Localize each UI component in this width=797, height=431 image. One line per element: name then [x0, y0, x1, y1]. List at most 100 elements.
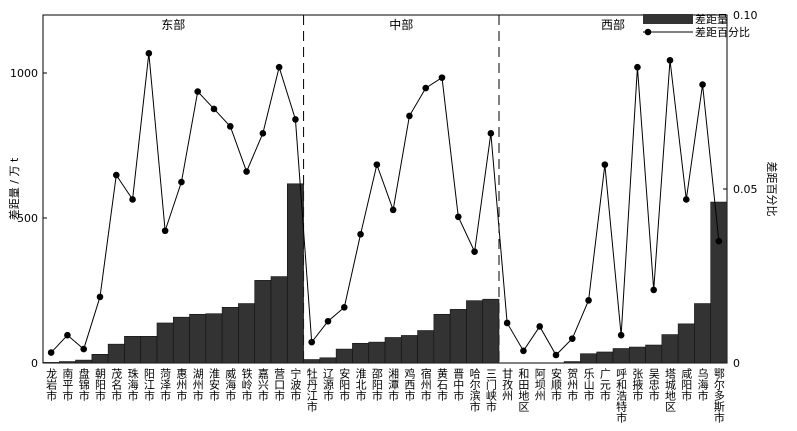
point [406, 112, 413, 120]
legend-swatch [644, 28, 652, 36]
region-label: 中部 [389, 17, 413, 32]
point [520, 347, 527, 355]
point [324, 317, 332, 325]
point [438, 74, 446, 81]
bar [205, 313, 223, 364]
x-tick-label: 广元市 [598, 368, 611, 402]
bar [612, 348, 630, 364]
bar [677, 323, 695, 364]
region-label: 西部 [601, 17, 625, 32]
point [145, 49, 153, 57]
bar [335, 348, 353, 364]
y-tick-label: 0 [31, 357, 38, 370]
point [340, 304, 348, 311]
point [47, 349, 55, 356]
bar [124, 336, 142, 364]
point [96, 293, 104, 301]
x-tick-label: 宁波市 [289, 367, 302, 402]
bar [628, 346, 646, 364]
point [666, 56, 674, 64]
bar [140, 336, 158, 364]
x-tick-label: 哈尔滨市 [468, 368, 481, 413]
point [617, 331, 625, 339]
point [389, 206, 397, 214]
point [64, 331, 71, 339]
x-tick-label: 鸡西市 [403, 367, 416, 402]
x-tick-label: 铁岭市 [240, 368, 253, 402]
x-tick-label: 邵阳市 [370, 368, 383, 402]
point [275, 63, 283, 71]
x-tick-label: 宿州市 [419, 367, 432, 402]
bar [319, 357, 337, 364]
point [682, 196, 690, 203]
legend-label: 差距量 [695, 12, 728, 26]
point [536, 323, 544, 330]
bar [645, 344, 663, 364]
bar [75, 359, 93, 364]
point [194, 88, 202, 95]
bar [238, 303, 256, 364]
bar [58, 361, 76, 364]
point [80, 345, 88, 353]
bar [400, 335, 418, 364]
point [650, 286, 658, 294]
x-tick-label: 珠海市 [126, 367, 139, 402]
point [373, 161, 381, 168]
bar [91, 353, 109, 364]
x-tick-label: 湖州市 [191, 368, 204, 402]
point [487, 130, 495, 137]
x-tick-label: 安阳市 [338, 367, 351, 402]
line [50, 53, 720, 356]
point [292, 116, 299, 123]
x-tick-label: 阳江市 [142, 368, 155, 402]
bar [42, 362, 60, 364]
point [552, 351, 560, 359]
x-tick-label: 惠州市 [175, 367, 188, 402]
x-tick-label: 阿坝州 [533, 368, 546, 401]
bar [156, 322, 174, 364]
bar [107, 343, 125, 364]
bar [189, 313, 207, 364]
x-tick-label: 乌海市 [696, 367, 709, 402]
point [210, 105, 218, 113]
x-tick-label: 黄石市 [436, 367, 449, 402]
point [454, 213, 462, 221]
point [601, 161, 609, 168]
bar [286, 183, 304, 364]
x-tick-label: 淮安市 [208, 368, 221, 402]
x-tick-label: 乐山市 [582, 368, 595, 402]
y2-axis-label: 差距百分比 [765, 162, 779, 217]
point [129, 196, 136, 203]
x-tick-label: 鄂尔多斯市 [712, 368, 725, 424]
bar [303, 359, 321, 364]
x-tick-label: 三门峡市 [484, 368, 497, 413]
point [357, 230, 364, 238]
bar [661, 334, 679, 364]
point [699, 81, 706, 88]
x-tick-label: 和田地区 [517, 368, 530, 412]
x-tick-label: 甘孜州 [501, 368, 514, 401]
bar [384, 337, 402, 364]
x-tick-label: 南平市 [61, 368, 74, 402]
bar [710, 201, 728, 364]
x-tick-label: 威海市 [224, 368, 237, 402]
point [585, 297, 592, 304]
bar [417, 330, 435, 364]
point [112, 171, 120, 179]
x-tick-label: 晋中市 [452, 368, 465, 402]
x-tick-label: 菏泽市 [159, 368, 172, 402]
y2-tick-label: 0.10 [733, 9, 758, 22]
x-tick-label: 牡丹江市 [305, 367, 318, 413]
point [243, 168, 250, 175]
point [226, 123, 234, 130]
x-tick-label: 湘潭市 [387, 367, 400, 402]
x-tick-label: 张掖市 [631, 368, 644, 402]
x-tick-label: 塔城地区 [664, 368, 677, 412]
y2-tick-label: 0 [733, 357, 740, 370]
point [308, 338, 316, 346]
bar [580, 353, 598, 364]
point [503, 319, 511, 327]
x-tick-label: 龙岩市 [45, 368, 58, 402]
bar [449, 309, 467, 364]
